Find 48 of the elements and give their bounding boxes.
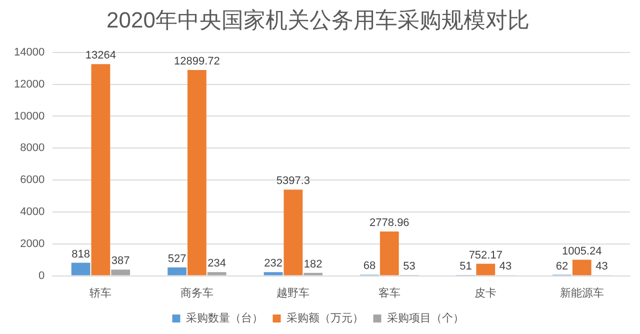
x-tick-label: 皮卡	[474, 286, 497, 300]
chart-title: 2020年中央国家机关公务用车采购规模对比	[106, 7, 530, 32]
bar	[91, 64, 110, 276]
y-tick-label: 0	[38, 270, 45, 282]
x-tick-label: 新能源车	[560, 286, 604, 300]
bar	[111, 270, 130, 276]
data-label: 527	[168, 252, 186, 265]
data-label: 68	[363, 260, 376, 272]
data-label: 752.17	[468, 249, 502, 262]
bar	[284, 190, 303, 276]
data-label: 232	[264, 258, 282, 270]
data-label: 234	[208, 258, 226, 270]
data-label: 818	[72, 248, 90, 260]
data-label: 387	[111, 255, 130, 268]
data-label: 5397.3	[276, 175, 310, 188]
bar	[207, 272, 226, 276]
bar	[380, 231, 399, 276]
y-tick-label: 12000	[14, 78, 45, 90]
data-label: 43	[596, 260, 608, 273]
data-label: 53	[403, 260, 416, 272]
bar	[304, 272, 323, 276]
y-tick-label: 10000	[14, 110, 45, 122]
x-tick-label: 轿车	[90, 286, 112, 300]
legend-label: 采购项目（个）	[386, 312, 464, 325]
data-label: 182	[304, 258, 322, 270]
x-tick-label: 客车	[378, 286, 400, 300]
y-tick-label: 2000	[20, 238, 45, 250]
data-label: 2778.96	[370, 216, 410, 229]
data-label: 12899.72	[174, 55, 220, 68]
data-label: 43	[499, 260, 512, 273]
data-label: 13264	[85, 50, 116, 62]
data-label: 51	[460, 260, 472, 273]
data-label: 1005.24	[562, 245, 602, 258]
y-tick-label: 6000	[20, 174, 45, 186]
y-tick-label: 8000	[20, 142, 45, 154]
bar	[187, 70, 206, 276]
legend-label: 采购数量（台）	[186, 312, 263, 325]
bar	[476, 264, 496, 276]
data-label: 62	[556, 260, 568, 272]
y-tick-label: 4000	[20, 206, 45, 218]
bar	[572, 260, 592, 276]
legend-label: 采购额（万元）	[286, 312, 364, 325]
y-tick-label: 14000	[14, 46, 45, 58]
x-tick-label: 越野车	[276, 286, 310, 300]
bar	[71, 262, 90, 276]
bar	[168, 267, 186, 276]
x-tick-label: 商务车	[180, 286, 214, 300]
bar	[264, 272, 283, 276]
